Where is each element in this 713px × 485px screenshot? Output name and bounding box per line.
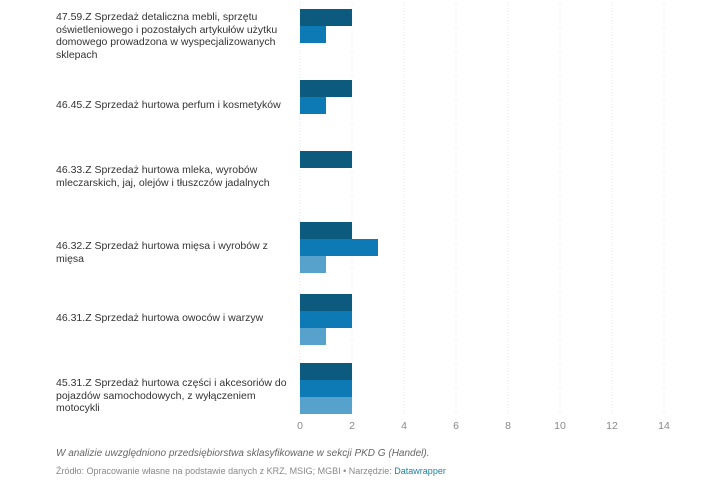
x-tick-label: 12	[606, 420, 618, 432]
bar-cat3-series2[interactable]	[300, 256, 326, 273]
bar-cat4-series1[interactable]	[300, 311, 352, 328]
category-label: 46.33.Z Sprzedaż hurtowa mleka, wyrobów …	[56, 164, 270, 189]
bar-cat3-series0[interactable]	[300, 222, 352, 239]
bar-cat5-series1[interactable]	[300, 380, 352, 397]
x-tick-label: 14	[658, 420, 670, 432]
bar-cat5-series2[interactable]	[300, 397, 352, 414]
x-tick-label: 4	[401, 420, 407, 432]
bar-cat3-series1[interactable]	[300, 239, 378, 256]
source-text: Źródło: Opracowanie własne na podstawie …	[56, 466, 395, 476]
bar-cat1-series0[interactable]	[300, 80, 352, 97]
category-label: 46.45.Z Sprzedaż hurtowa perfum i kosmet…	[56, 99, 281, 111]
chart-source: Źródło: Opracowanie własne na podstawie …	[56, 466, 446, 476]
chart-footnote: W analizie uwzględniono przedsiębiorstwa…	[56, 448, 430, 459]
x-tick-label: 0	[297, 420, 303, 432]
bar-cat1-series1[interactable]	[300, 97, 326, 114]
x-tick-label: 6	[453, 420, 459, 432]
bar-cat4-series0[interactable]	[300, 294, 352, 311]
x-tick-label: 2	[349, 420, 355, 432]
x-tick-label: 8	[505, 420, 511, 432]
bar-chart: 0 2 4 6 8 10 12 14	[297, 2, 670, 432]
bar-cat0-series1[interactable]	[300, 26, 326, 43]
category-label: 46.32.Z Sprzedaż hurtowa mięsa i wyrobów…	[56, 240, 268, 265]
datawrapper-link[interactable]: Datawrapper	[394, 466, 446, 476]
bar-cat0-series0[interactable]	[300, 9, 352, 26]
bar-cat2-series0[interactable]	[300, 151, 352, 168]
category-label: 45.31.Z Sprzedaż hurtowa części i akceso…	[56, 377, 287, 414]
category-label: 47.59.Z Sprzedaż detaliczna mebli, sprzę…	[56, 11, 278, 61]
category-label: 46.31.Z Sprzedaż hurtowa owoców i warzyw	[56, 312, 264, 324]
x-tick-label: 10	[554, 420, 566, 432]
bar-cat4-series2[interactable]	[300, 328, 326, 345]
bar-cat5-series0[interactable]	[300, 363, 352, 380]
